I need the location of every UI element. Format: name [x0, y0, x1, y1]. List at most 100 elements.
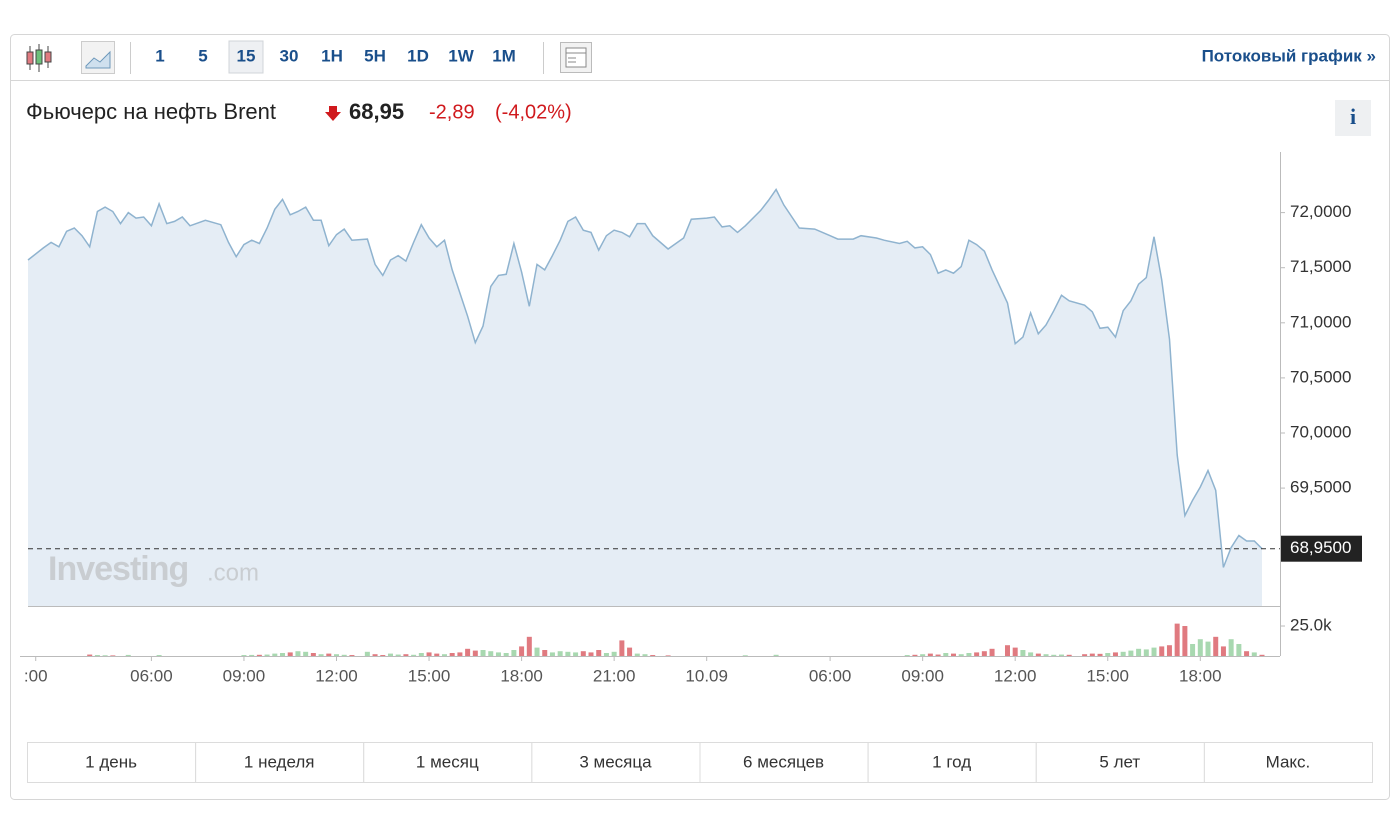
- volume-bar: [441, 654, 447, 656]
- volume-bar: [912, 654, 918, 656]
- volume-bar: [935, 654, 941, 656]
- volume-bar: [534, 647, 540, 656]
- area-icon[interactable]: [81, 41, 115, 74]
- info-button[interactable]: [1335, 100, 1371, 136]
- interval-button[interactable]: 1H: [321, 46, 343, 65]
- volume-bar: [642, 654, 648, 656]
- volume-bar: [650, 655, 656, 656]
- volume-bar: [1028, 652, 1034, 656]
- x-tick-label: 12:00: [315, 666, 358, 685]
- x-tick-label: :00: [24, 666, 48, 685]
- volume-bar: [472, 650, 478, 656]
- range-button[interactable]: [867, 742, 1037, 783]
- volume-bar: [1259, 654, 1265, 656]
- price-line: [27, 188, 1263, 568]
- volume-bar: [1190, 644, 1196, 656]
- volume-bar: [1051, 654, 1057, 656]
- volume-bar: [341, 654, 347, 656]
- volume-bar: [1228, 639, 1234, 656]
- x-tick-label: 18:00: [1179, 666, 1222, 685]
- volume-bar: [434, 653, 440, 656]
- volume-bar: [1128, 650, 1134, 656]
- x-tick-label: 12:00: [994, 666, 1037, 685]
- volume-bar: [1089, 653, 1095, 656]
- volume-bar: [1159, 646, 1165, 656]
- volume-bar: [773, 654, 779, 656]
- instrument-name: Фьючерс на нефть Brent: [26, 99, 276, 124]
- area-fill: [28, 189, 1262, 606]
- interval-button[interactable]: 1W: [448, 46, 474, 65]
- volume-bar: [264, 654, 270, 656]
- range-button[interactable]: [363, 742, 533, 783]
- range-button[interactable]: [531, 742, 701, 783]
- volume-bar: [403, 654, 409, 656]
- volume-bar: [1151, 647, 1157, 656]
- volume-bar: [372, 654, 378, 656]
- interval-button[interactable]: 15: [237, 46, 256, 65]
- volume-bar: [364, 651, 370, 656]
- interval-button[interactable]: 5: [198, 46, 207, 65]
- x-tick-label: 15:00: [408, 666, 451, 685]
- interval-button[interactable]: 30: [280, 46, 299, 65]
- volume-bar: [557, 651, 563, 656]
- price-tag-label: 68,9500: [1290, 538, 1351, 557]
- interval-button[interactable]: 1M: [492, 46, 516, 65]
- volume-bar: [1120, 651, 1126, 656]
- volume-bar: [974, 652, 980, 656]
- interval-button[interactable]: 1: [155, 46, 164, 65]
- volume-bar: [619, 640, 625, 656]
- volume-bar: [927, 653, 933, 656]
- x-tick-label: 06:00: [130, 666, 173, 685]
- volume-bar: [526, 636, 532, 656]
- volume-bar: [488, 651, 494, 656]
- volume-bar: [287, 652, 293, 656]
- volume-bar: [1105, 653, 1111, 656]
- volume-bar: [542, 650, 548, 656]
- info-label: i: [1350, 104, 1356, 129]
- volume-bar: [387, 653, 393, 656]
- y-tick-label: 70,5000: [1290, 367, 1351, 386]
- volume-bar: [465, 648, 471, 656]
- volume-bar: [303, 651, 309, 656]
- volume-bar: [1082, 654, 1088, 656]
- volume-bar: [1043, 654, 1049, 656]
- volume-tick-label: 25.0k: [1290, 616, 1332, 635]
- volume-bar: [1182, 626, 1188, 656]
- range-label: 5 лет: [1099, 752, 1140, 771]
- x-tick-label: 09:00: [223, 666, 266, 685]
- price: 68,95: [349, 99, 404, 124]
- volume-bar: [1236, 644, 1242, 656]
- range-button[interactable]: [699, 742, 869, 783]
- range-button[interactable]: [195, 742, 365, 783]
- volume-bar: [503, 653, 509, 656]
- y-tick-label: 71,0000: [1290, 312, 1351, 331]
- volume-bar: [573, 652, 579, 656]
- x-tick-label: 15:00: [1086, 666, 1129, 685]
- interval-button[interactable]: 5H: [364, 46, 386, 65]
- interval-button[interactable]: 1D: [407, 46, 429, 65]
- volume-bar: [603, 653, 609, 656]
- volume-bar: [1012, 647, 1018, 656]
- interval-active: [228, 40, 264, 74]
- range-button[interactable]: [27, 742, 197, 783]
- volume-bar: [1020, 650, 1026, 656]
- volume-bar: [395, 654, 401, 656]
- change: -2,89: [429, 101, 475, 123]
- streaming-link[interactable]: Потоковый график »: [1202, 46, 1376, 65]
- range-button[interactable]: [1035, 742, 1205, 783]
- layout-icon[interactable]: [560, 42, 592, 73]
- volume-bar: [519, 646, 525, 656]
- volume-bar: [349, 655, 355, 656]
- volume-bar: [565, 651, 571, 656]
- volume-bar: [511, 650, 517, 656]
- volume-bar: [665, 655, 671, 656]
- volume-bar: [1251, 652, 1257, 656]
- volume-bar: [634, 653, 640, 656]
- volume-bar: [951, 653, 956, 656]
- volume-bar: [1035, 653, 1041, 656]
- range-button[interactable]: [1203, 742, 1373, 783]
- candle-icon[interactable]: [26, 44, 52, 72]
- volume-bar: [1197, 639, 1203, 656]
- range-label: 1 неделя: [244, 752, 315, 771]
